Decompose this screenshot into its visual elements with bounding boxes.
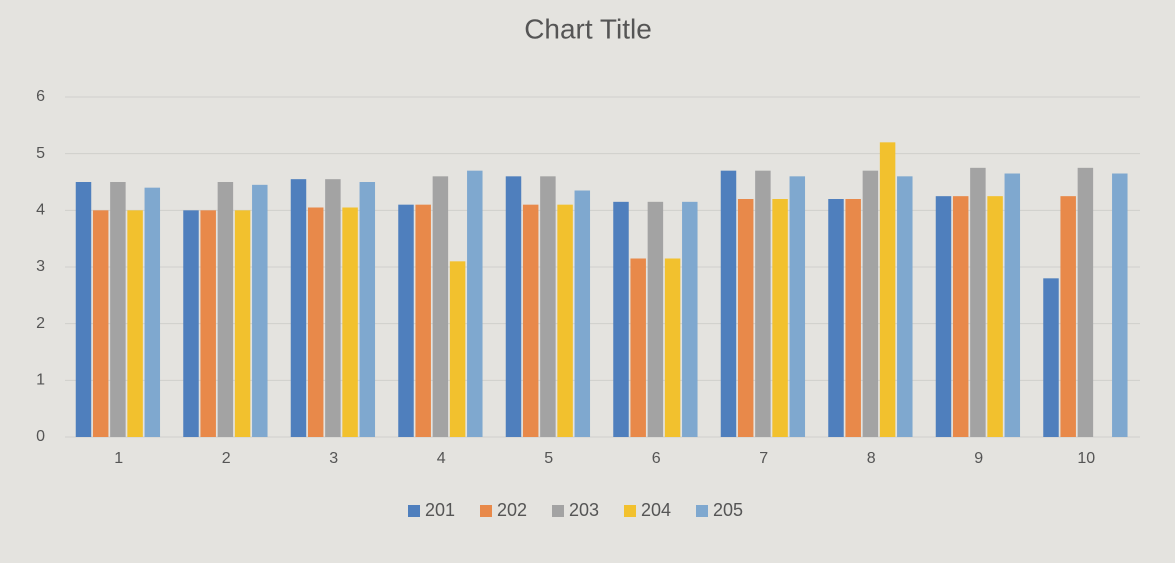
y-tick-label: 2 xyxy=(36,315,45,332)
x-tick-label: 10 xyxy=(1077,450,1095,467)
bar xyxy=(505,176,522,438)
legend-swatch xyxy=(696,505,708,517)
bar xyxy=(987,196,1003,437)
bar xyxy=(234,210,251,437)
legend-swatch xyxy=(480,505,492,517)
x-tick-label: 8 xyxy=(867,450,876,467)
bar xyxy=(755,170,771,437)
bar xyxy=(720,170,737,437)
bar xyxy=(862,170,879,437)
x-tick-label: 4 xyxy=(437,450,446,467)
bar xyxy=(664,258,681,437)
bar xyxy=(127,210,143,437)
bar xyxy=(845,199,861,437)
y-tick-label: 0 xyxy=(36,428,45,445)
y-tick-label: 6 xyxy=(36,88,45,105)
bar xyxy=(879,142,896,438)
bar xyxy=(467,170,483,437)
bar xyxy=(952,196,969,437)
legend-swatch xyxy=(552,505,564,517)
legend-label: 205 xyxy=(713,500,743,520)
legend-swatch xyxy=(624,505,636,517)
bar xyxy=(557,204,573,437)
x-tick-label: 5 xyxy=(544,450,553,467)
legend-label: 203 xyxy=(569,500,599,520)
bar xyxy=(92,210,109,437)
bar xyxy=(630,258,646,437)
bar xyxy=(897,176,913,438)
bar xyxy=(574,190,591,437)
chart-title: Chart Title xyxy=(524,13,652,44)
y-tick-label: 4 xyxy=(36,202,45,219)
y-tick-label: 5 xyxy=(36,145,45,162)
bar xyxy=(828,199,844,437)
bar xyxy=(789,176,806,438)
bar xyxy=(307,207,324,437)
bar xyxy=(647,201,664,437)
bar xyxy=(415,204,431,437)
x-tick-label: 9 xyxy=(974,450,983,467)
bar xyxy=(682,201,698,437)
x-tick-label: 6 xyxy=(652,450,661,467)
bar xyxy=(522,204,539,437)
legend-label: 202 xyxy=(497,500,527,520)
bar xyxy=(1077,167,1094,438)
bar xyxy=(935,196,952,437)
bar xyxy=(144,187,161,437)
bar xyxy=(1043,278,1059,437)
bar xyxy=(432,176,449,438)
legend-label: 201 xyxy=(425,500,455,520)
bar xyxy=(1112,173,1128,437)
bar xyxy=(449,261,466,437)
bar xyxy=(970,167,986,438)
bar xyxy=(252,184,268,437)
bar xyxy=(1004,173,1021,437)
y-tick-label: 3 xyxy=(36,258,45,275)
bar xyxy=(342,207,358,437)
bar xyxy=(737,199,754,437)
legend-swatch xyxy=(408,505,420,517)
x-tick-label: 2 xyxy=(222,450,231,467)
bar xyxy=(613,201,629,437)
bar xyxy=(540,176,556,438)
bar xyxy=(110,182,126,437)
legend-label: 204 xyxy=(641,500,671,520)
bar xyxy=(200,210,216,437)
x-tick-label: 3 xyxy=(329,450,338,467)
bar xyxy=(183,210,199,437)
bar xyxy=(75,182,92,437)
bar xyxy=(1060,196,1076,437)
bar xyxy=(325,179,341,437)
x-tick-label: 7 xyxy=(759,450,768,467)
y-tick-label: 1 xyxy=(36,372,45,389)
bar xyxy=(290,179,307,437)
bar xyxy=(359,182,376,437)
bar xyxy=(217,182,234,437)
bar xyxy=(398,204,414,437)
bar xyxy=(772,199,788,437)
x-tick-label: 1 xyxy=(114,450,123,467)
